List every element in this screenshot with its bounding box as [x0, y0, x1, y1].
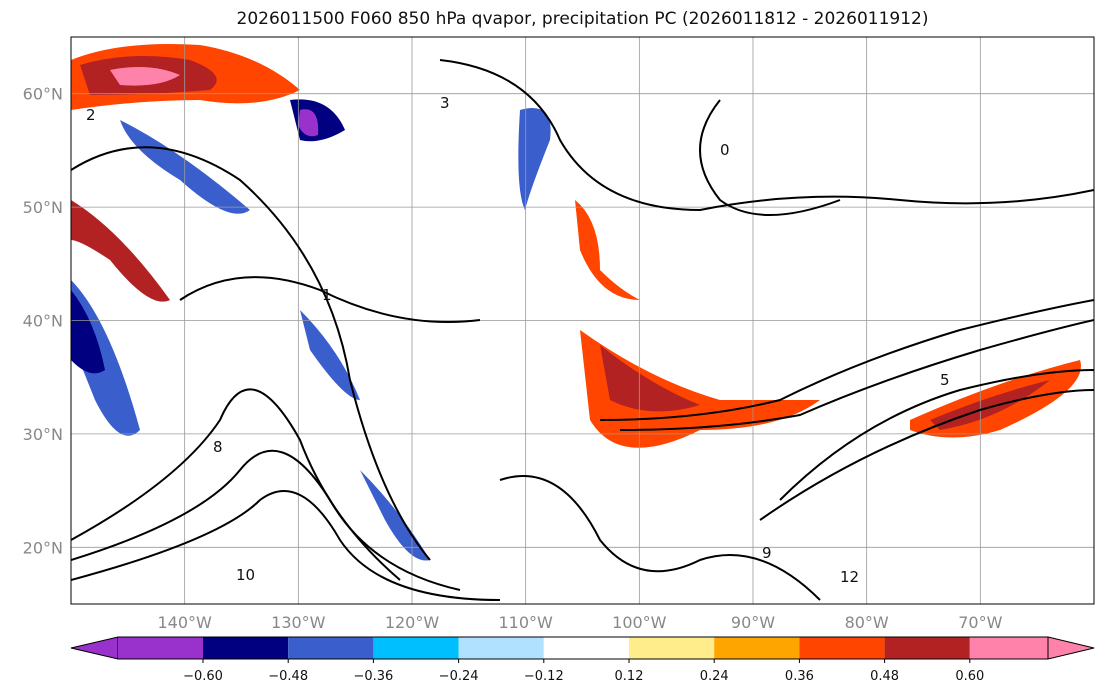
- shade-alaska-peak: [110, 66, 180, 86]
- contour-label: 8: [213, 438, 223, 456]
- colorbar-label: 0.48: [870, 669, 899, 684]
- contour-label: 9: [762, 544, 772, 562]
- graticule: [71, 37, 1094, 604]
- contour-label: 10: [236, 566, 255, 584]
- qvapor-contours: [71, 59, 1094, 601]
- map-plot-area: 3 0 1 2 5 8 9 10 12: [71, 37, 1094, 604]
- colorbar-extend-min: [70, 636, 119, 660]
- colorbar-label: −0.60: [183, 669, 223, 684]
- lon-label: 110°W: [498, 613, 553, 632]
- colorbar-swatch: [203, 637, 289, 659]
- contour-label: 0: [720, 141, 730, 159]
- colorbar-swatch: [118, 637, 203, 659]
- shade-southern-core: [600, 345, 700, 412]
- map-frame: [70, 36, 1095, 605]
- lat-label: 50°N: [23, 198, 63, 217]
- colorbar-label: −0.48: [268, 669, 308, 684]
- lon-label: 80°W: [845, 613, 889, 632]
- colorbar-label: 0.24: [700, 669, 729, 684]
- lat-label: 30°N: [23, 425, 63, 444]
- shade-pacific-deep: [71, 290, 105, 374]
- colorbar: −0.60 −0.48 −0.36 −0.24 −0.12 0.12 0.24 0.36 0.4…: [70, 636, 1095, 684]
- longitude-labels: 140°W 130°W 120°W 110°W 100°W 90°W 80°W 70°W: [157, 613, 1002, 632]
- colorbar-swatch: [543, 637, 629, 659]
- shade-bc-purple: [298, 109, 319, 137]
- lon-label: 70°W: [958, 613, 1002, 632]
- colorbar-swatch: [288, 637, 374, 659]
- shade-plains-positive: [575, 200, 640, 300]
- lon-label: 90°W: [731, 613, 775, 632]
- lon-label: 140°W: [157, 613, 212, 632]
- colorbar-outline: [118, 636, 1048, 660]
- colorbar-label: 0.60: [955, 669, 984, 684]
- contour-label: 2: [86, 106, 96, 124]
- lon-label: 130°W: [271, 613, 326, 632]
- contour-labels: 3 0 1 2 5 8 9 10 12: [86, 94, 950, 586]
- colorbar-swatch: [373, 637, 459, 659]
- shade-sw-negative: [300, 310, 360, 400]
- colorbar-label: 0.12: [615, 669, 644, 684]
- figure-title: 2026011500 F060 850 hPa qvapor, precipit…: [236, 9, 929, 29]
- lat-label: 40°N: [23, 312, 63, 331]
- shade-rockies-negative: [518, 108, 551, 210]
- lat-label: 20°N: [23, 538, 63, 557]
- lon-label: 100°W: [612, 613, 667, 632]
- colorbar-swatch: [884, 637, 970, 659]
- colorbar-swatch: [629, 637, 715, 659]
- latitude-labels: 60°N 50°N 40°N 30°N 20°N: [23, 85, 63, 558]
- contour-label: 12: [840, 568, 859, 586]
- colorbar-extend-max: [1047, 636, 1095, 660]
- colorbar-label: −0.12: [524, 669, 564, 684]
- contour-label: 3: [440, 94, 450, 112]
- colorbar-label: 0.36: [785, 669, 814, 684]
- colorbar-label: −0.24: [439, 669, 479, 684]
- colorbar-swatch: [969, 637, 1048, 659]
- colorbar-swatch: [714, 637, 800, 659]
- lon-label: 120°W: [385, 613, 440, 632]
- contour-label: 5: [940, 371, 950, 389]
- contour-label: 1: [322, 286, 332, 304]
- colorbar-label: −0.36: [353, 669, 393, 684]
- colorbar-swatch: [458, 637, 544, 659]
- colorbar-swatch: [799, 637, 885, 659]
- shade-pacific-positive: [71, 200, 170, 302]
- lat-label: 60°N: [23, 85, 63, 104]
